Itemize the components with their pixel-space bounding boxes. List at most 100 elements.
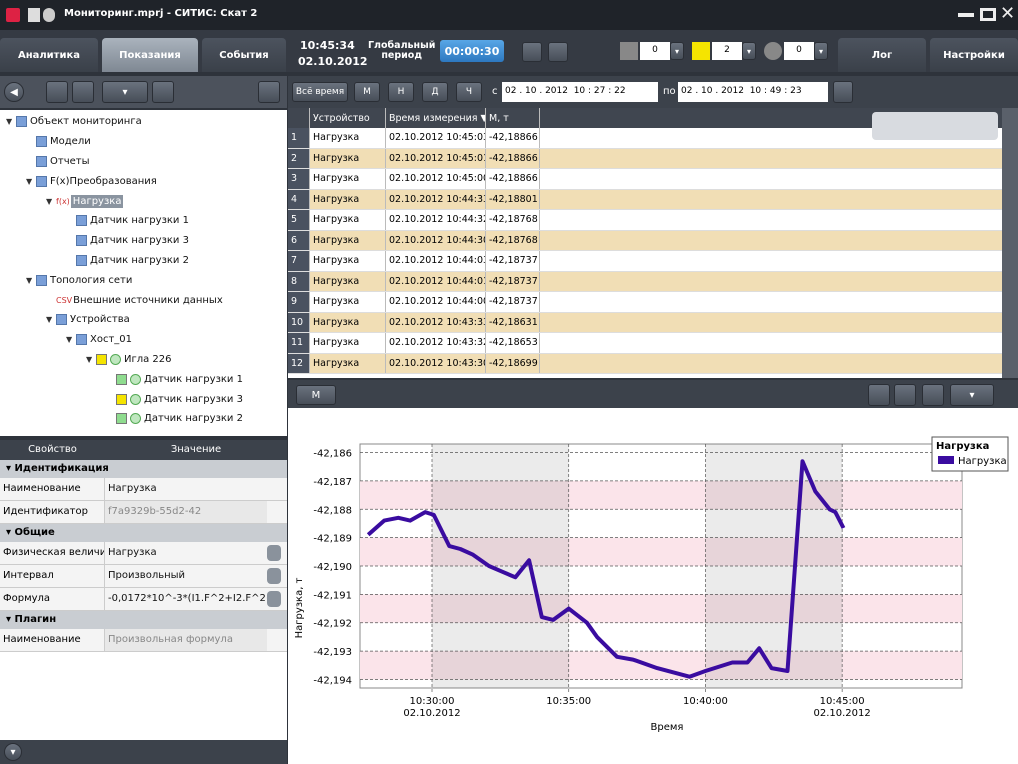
y-tick-label: -42,187 (313, 477, 352, 488)
tree-node[interactable]: ▼ Объект мониторинга (0, 112, 287, 132)
icon-button[interactable] (522, 42, 542, 62)
properties-header: Свойство Значение (0, 440, 287, 460)
table-row[interactable]: 3 Нагрузка 02.10.2012 10:45:00 -42,18866 (288, 169, 1018, 190)
save-icon[interactable] (28, 8, 40, 22)
tree-node[interactable]: Датчик нагрузки 3 (0, 231, 287, 251)
period-value[interactable]: 00:00:30 (440, 40, 504, 62)
tree-node[interactable]: Отчеты (0, 152, 287, 172)
expander: ▾ (6, 463, 15, 474)
scrollbar[interactable] (1002, 108, 1018, 378)
table-row[interactable]: 11 Нагрузка 02.10.2012 10:43:32 -42,18653 (288, 333, 1018, 354)
help-icon[interactable] (43, 8, 55, 22)
icon-button[interactable] (46, 81, 68, 103)
row-index: 10 (288, 312, 310, 332)
row-index: 9 (288, 292, 310, 312)
icon-button[interactable] (152, 81, 174, 103)
node-icon (76, 235, 87, 247)
print[interactable]: ▾ (102, 81, 148, 103)
dropdown[interactable] (267, 568, 281, 584)
band (705, 444, 843, 688)
table-row[interactable]: 5 Нагрузка 02.10.2012 10:44:32 -42,18768 (288, 210, 1018, 231)
icon-button[interactable] (922, 384, 944, 406)
row-index: 12 (288, 353, 310, 373)
counter[interactable]: 2 (712, 42, 742, 60)
dropdown[interactable] (267, 545, 281, 561)
cell: 02.10.2012 10:44:33 (386, 189, 486, 209)
tree-node[interactable]: Датчик нагрузки 1 (0, 369, 287, 389)
tree-node[interactable]: ▼ Хост_01 (0, 330, 287, 350)
tree-node[interactable]: Модели (0, 132, 287, 152)
node-icon (76, 254, 87, 266)
icon-button[interactable] (868, 384, 890, 406)
node-label: Устройства (70, 314, 130, 326)
range-button[interactable]: М (354, 82, 380, 102)
cell: 02.10.2012 10:43:33 (386, 312, 486, 332)
print[interactable]: ▾ (950, 384, 994, 406)
icon-button[interactable] (72, 81, 94, 103)
tree-node[interactable]: ▼ f(x) Нагрузка (0, 191, 287, 211)
node-label: Модели (50, 136, 91, 148)
cell: -42,18801 (486, 189, 540, 209)
tab[interactable]: Настройки (930, 38, 1018, 72)
from-input[interactable]: 02 . 10 . 2012 10 : 27 : 22 (502, 82, 658, 102)
counter-dropdown[interactable]: ▾ (814, 42, 828, 60)
expander: ▼ (46, 196, 53, 206)
range-button[interactable]: Ч (456, 82, 482, 102)
clock-date: 02.10.2012 (298, 55, 368, 68)
property-row: Идентификатор f7a9329b-55d2-42 (0, 501, 287, 524)
tree-node[interactable]: Датчик нагрузки 2 (0, 251, 287, 271)
tree-node[interactable]: CSV Внешние источники данных (0, 290, 287, 310)
table-row[interactable]: 1 Нагрузка 02.10.2012 10:45:03 -42,18866 (288, 128, 1018, 149)
table-row[interactable]: 9 Нагрузка 02.10.2012 10:44:00 -42,18737 (288, 292, 1018, 313)
back[interactable]: ◀ (4, 82, 24, 102)
table-row[interactable]: 12 Нагрузка 02.10.2012 10:43:30 -42,18699 (288, 353, 1018, 374)
to-input[interactable]: 02 . 10 . 2012 10 : 49 : 23 (678, 82, 828, 102)
tree-node[interactable]: ▼ Игла 226 (0, 350, 287, 370)
icon-button[interactable] (258, 81, 280, 103)
range-button[interactable]: Всё время (292, 82, 348, 102)
tree-node[interactable]: Датчик нагрузки 1 (0, 211, 287, 231)
cell: 02.10.2012 10:43:32 (386, 333, 486, 353)
collapse[interactable]: ▾ (4, 743, 22, 761)
counter[interactable]: 0 (784, 42, 814, 60)
icon-button[interactable] (548, 42, 568, 62)
tab[interactable]: Показания (102, 38, 198, 72)
tree-node[interactable]: Датчик нагрузки 2 (0, 409, 287, 429)
tab[interactable]: Аналитика (0, 38, 98, 72)
chart-scale-button[interactable]: М (296, 385, 336, 405)
tab[interactable]: Лог (838, 38, 926, 72)
tree-node[interactable]: ▼ F(x)Преобразования (0, 171, 287, 191)
table-row[interactable]: 7 Нагрузка 02.10.2012 10:44:03 -42,18737 (288, 251, 1018, 272)
status-square (96, 353, 107, 365)
counter[interactable]: 0 (640, 42, 670, 60)
cell: -42,18866 (486, 128, 540, 148)
table-header: Устройство Время измерения ▼ М, т (288, 108, 1018, 128)
calendar[interactable] (833, 81, 853, 103)
maximize[interactable] (980, 8, 996, 21)
counter-dropdown[interactable]: ▾ (670, 42, 684, 60)
table-row[interactable]: 8 Нагрузка 02.10.2012 10:44:01 -42,18737 (288, 271, 1018, 292)
table-row[interactable]: 2 Нагрузка 02.10.2012 10:45:01 -42,18866 (288, 148, 1018, 169)
table-row[interactable]: 6 Нагрузка 02.10.2012 10:44:30 -42,18768 (288, 230, 1018, 251)
x-tick-label: 10:40:00 (683, 696, 728, 707)
dropdown[interactable] (267, 591, 281, 607)
cell: -42,18653 (486, 333, 540, 353)
tree-node[interactable]: ▼ Топология сети (0, 270, 287, 290)
cell: -42,18768 (486, 210, 540, 230)
cell: 02.10.2012 10:44:03 (386, 251, 486, 271)
range-button[interactable]: Н (388, 82, 414, 102)
table-row[interactable]: 4 Нагрузка 02.10.2012 10:44:33 -42,18801 (288, 189, 1018, 210)
property-group: ▾ Идентификация (0, 460, 287, 478)
counter-dropdown[interactable]: ▾ (742, 42, 756, 60)
icon-button[interactable] (894, 384, 916, 406)
row-index: 4 (288, 189, 310, 209)
range-button[interactable]: Д (422, 82, 448, 102)
tree-node[interactable]: Датчик нагрузки 3 (0, 389, 287, 409)
close[interactable]: ✕ (1000, 3, 1016, 24)
tree-node[interactable]: ▼ Устройства (0, 310, 287, 330)
tab[interactable]: События (202, 38, 286, 72)
minimize[interactable] (958, 13, 974, 17)
node-label: Датчик нагрузки 3 (144, 393, 243, 405)
cell: 02.10.2012 10:44:32 (386, 210, 486, 230)
table-row[interactable]: 10 Нагрузка 02.10.2012 10:43:33 -42,18631 (288, 312, 1018, 333)
